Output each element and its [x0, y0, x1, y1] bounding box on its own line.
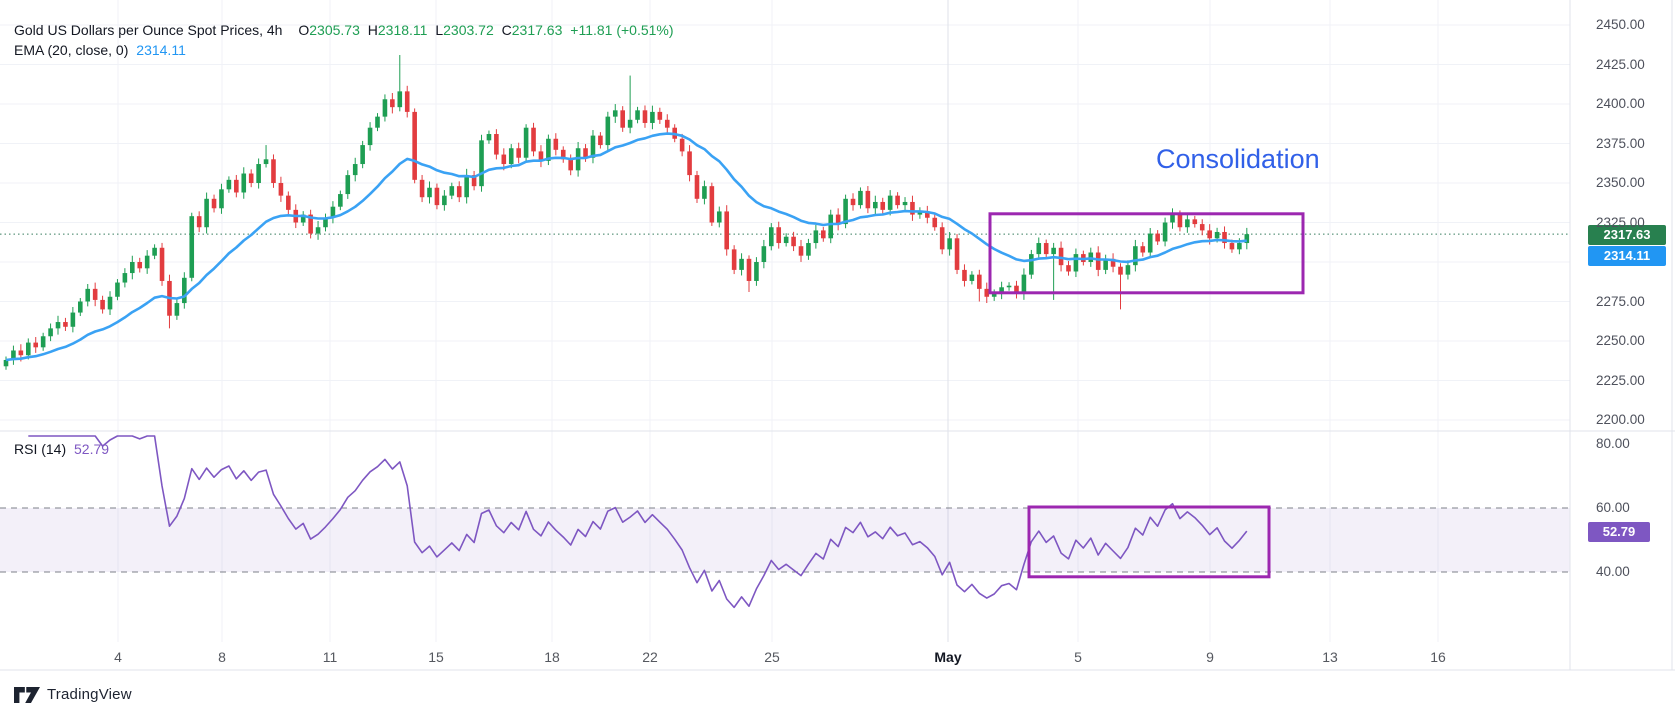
- last-price-badge: 2317.63: [1588, 225, 1666, 245]
- date-tick-label: 11: [322, 649, 338, 665]
- date-tick-label: 18: [544, 649, 560, 665]
- price-tick-label: 2200.00: [1596, 412, 1645, 427]
- date-tick-label: 15: [428, 649, 444, 665]
- high-value: 2318.11: [377, 22, 428, 38]
- consolidation-annotation[interactable]: Consolidation: [1156, 144, 1320, 174]
- open-value: 2305.73: [309, 22, 360, 38]
- rsi-value: 52.79: [74, 441, 110, 457]
- low-label: L: [435, 22, 444, 38]
- date-tick-label: 5: [1074, 649, 1082, 665]
- date-tick-label: 4: [114, 649, 122, 665]
- date-tick-label: 16: [1430, 649, 1446, 665]
- price-tick-label: 2325.00: [1596, 214, 1645, 230]
- tradingview-logo-icon: [14, 686, 40, 703]
- change-value: +11.81 (+0.51%): [570, 22, 674, 38]
- price-tick-label: 2425.00: [1596, 56, 1645, 72]
- rsi-tick-label: 40.00: [1596, 564, 1630, 579]
- symbol-title: Gold US Dollars per Ounce Spot Prices, 4…: [14, 22, 283, 38]
- price-tick-label: 2400.00: [1596, 96, 1645, 111]
- date-tick-label: 22: [642, 649, 658, 665]
- date-tick-label: 8: [218, 649, 226, 665]
- tradingview-logo-text: TradingView: [47, 686, 132, 703]
- ema-value: 2314.11: [136, 42, 186, 58]
- high-label: H: [367, 22, 378, 38]
- rsi-tick-label: 80.00: [1596, 436, 1630, 451]
- rsi-tick-label: 60.00: [1596, 500, 1630, 515]
- date-tick-label: 9: [1206, 649, 1214, 665]
- price-tick-label: 2225.00: [1596, 372, 1645, 388]
- rsi-label: RSI (14): [14, 441, 67, 457]
- ema-study-header[interactable]: EMA (20, close, 0) 2314.11: [14, 42, 190, 58]
- rsi-study-header[interactable]: RSI (14) 52.79: [14, 441, 113, 457]
- date-tick-label: 25: [764, 649, 780, 665]
- price-tick-label: 2275.00: [1596, 293, 1645, 309]
- price-tick-label: 2350.00: [1596, 175, 1645, 190]
- price-tick-label: 2250.00: [1596, 333, 1645, 348]
- tradingview-branding[interactable]: TradingView: [14, 686, 132, 703]
- open-label: O: [298, 22, 310, 38]
- ema-label: EMA (20, close, 0): [14, 42, 129, 58]
- date-tick-label: 13: [1322, 649, 1338, 665]
- close-label: C: [501, 22, 512, 38]
- low-value: 2303.72: [443, 22, 494, 38]
- ema-price-badge: 2314.11: [1588, 246, 1666, 266]
- symbol-header[interactable]: Gold US Dollars per Ounce Spot Prices, 4…: [14, 22, 678, 38]
- price-tick-label: 2375.00: [1596, 135, 1645, 151]
- rsi-value-badge: 52.79: [1588, 522, 1650, 542]
- close-value: 2317.63: [511, 22, 563, 38]
- date-tick-label: May: [934, 649, 962, 665]
- price-tick-label: 2450.00: [1596, 17, 1645, 32]
